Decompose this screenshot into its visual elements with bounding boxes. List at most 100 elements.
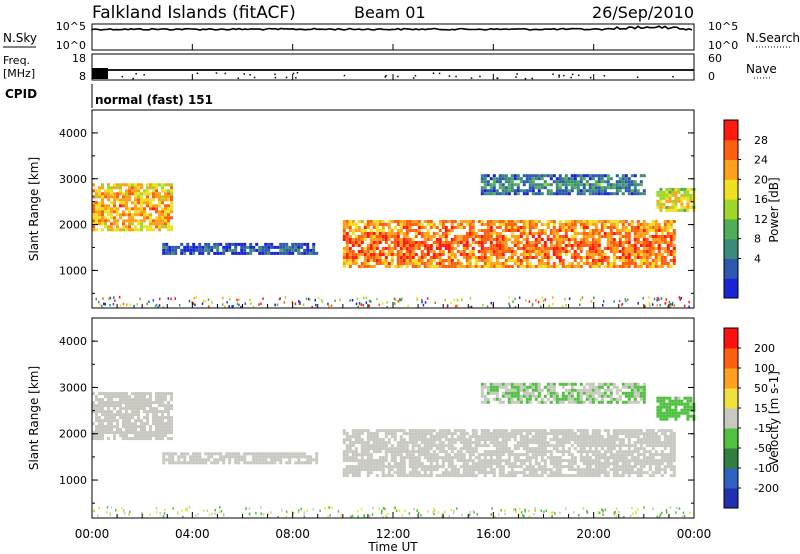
echo-cell: [411, 432, 415, 436]
echo-cell: [585, 382, 589, 386]
scatter-speck: [193, 296, 196, 300]
echo-cell: [660, 441, 664, 445]
echo-cell: [492, 174, 496, 178]
echo-cell: [513, 253, 517, 256]
echo-cell: [659, 402, 663, 406]
echo-cell: [435, 435, 439, 439]
echo-cell: [585, 394, 589, 398]
echo-cell: [180, 242, 184, 246]
echo-cell: [149, 398, 152, 402]
echo-cell: [528, 462, 532, 466]
echo-cell: [411, 462, 415, 466]
echo-cell: [669, 459, 673, 463]
echo-band: [162, 242, 319, 255]
echo-cell: [210, 452, 214, 456]
echo-cell: [654, 232, 658, 235]
echo-cell: [414, 229, 418, 232]
echo-cell: [651, 247, 655, 250]
echo-cell: [429, 235, 433, 238]
scatter-speck: [635, 511, 637, 515]
echo-cell: [627, 183, 631, 187]
echo-cell: [414, 465, 418, 469]
echo-cell: [648, 253, 652, 256]
echo-cell: [140, 204, 143, 208]
echo-cell: [636, 247, 640, 250]
echo-cell: [642, 453, 646, 457]
echo-cell: [435, 241, 439, 244]
echo-cell: [615, 189, 619, 193]
echo-cell: [164, 204, 167, 208]
echo-cell: [594, 471, 598, 475]
echo-cell: [639, 441, 643, 445]
echo-cell: [384, 235, 388, 238]
echo-cell: [447, 432, 451, 436]
echo-cell: [483, 253, 487, 256]
echo-cell: [501, 441, 505, 445]
echo-cell: [468, 232, 472, 235]
echo-cell: [107, 198, 110, 202]
echo-cell: [110, 216, 113, 220]
echo-cell: [98, 392, 101, 396]
echo-cell: [483, 468, 487, 472]
scatter-speck: [544, 298, 547, 301]
echo-cell: [372, 256, 376, 259]
echo-cell: [537, 453, 541, 457]
echo-cell: [528, 226, 532, 229]
echo-cell: [158, 431, 161, 435]
echo-cell: [146, 228, 149, 232]
colorbar-tick-label: 24: [754, 154, 768, 167]
echo-cell: [113, 201, 116, 205]
echo-cell: [489, 177, 493, 181]
echo-cell: [522, 192, 526, 196]
echo-cell: [119, 198, 122, 202]
echo-cell: [447, 250, 451, 253]
echo-cell: [624, 256, 628, 259]
echo-cell: [95, 222, 98, 226]
echo-cell: [140, 228, 143, 232]
echo-cell: [378, 450, 382, 454]
echo-cell: [663, 432, 667, 436]
echo-cell: [107, 428, 110, 432]
echo-cell: [417, 247, 421, 250]
echo-cell: [621, 241, 625, 244]
echo-cell: [432, 453, 436, 457]
echo-cell: [498, 468, 502, 472]
scatter-speck: [136, 303, 138, 306]
echo-cell: [399, 435, 403, 439]
echo-cell: [300, 455, 304, 459]
echo-cell: [459, 250, 463, 253]
echo-cell: [579, 238, 583, 241]
echo-cell: [101, 410, 104, 414]
echo-cell: [291, 455, 295, 459]
echo-cell: [525, 456, 529, 460]
echo-cell: [612, 262, 616, 265]
echo-cell: [510, 226, 514, 229]
echo-cell: [399, 259, 403, 262]
echo-cell: [110, 422, 113, 426]
echo-cell: [570, 465, 574, 469]
echo-cell: [143, 201, 146, 205]
echo-cell: [576, 450, 580, 454]
echo-cell: [498, 180, 502, 184]
echo-cell: [537, 382, 541, 386]
echo-cell: [345, 241, 349, 244]
echo-cell: [459, 241, 463, 244]
echo-cell: [152, 401, 155, 405]
echo-cell: [408, 220, 412, 223]
echo-cell: [180, 455, 184, 459]
echo-cell: [489, 232, 493, 235]
echo-cell: [600, 177, 604, 181]
echo-cell: [600, 468, 604, 472]
echo-cell: [564, 441, 568, 445]
echo-cell: [384, 247, 388, 250]
echo-cell: [183, 248, 187, 252]
echo-cell: [92, 228, 95, 232]
echo-cell: [618, 244, 622, 247]
echo-cell: [612, 241, 616, 244]
echo-cell: [510, 432, 514, 436]
echo-cell: [158, 401, 161, 405]
echo-cell: [444, 220, 448, 223]
echo-cell: [453, 468, 457, 472]
echo-cell: [528, 183, 532, 187]
echo-cell: [654, 235, 658, 238]
